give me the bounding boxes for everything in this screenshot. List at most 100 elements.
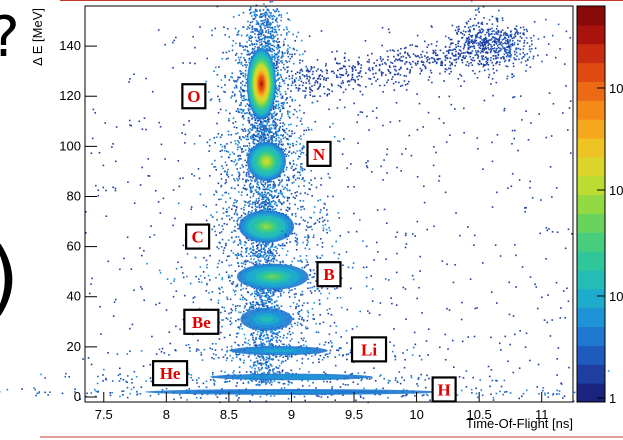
stem-point <box>258 192 261 195</box>
background-band-point <box>459 50 462 52</box>
background-blob-point <box>475 14 477 16</box>
noise-point <box>158 302 161 304</box>
stem-point <box>268 370 270 372</box>
stem-point <box>265 367 267 369</box>
cluster-halo-point <box>306 67 309 70</box>
stem-point <box>277 195 279 197</box>
stem-point <box>246 33 249 36</box>
noise-point <box>85 232 87 234</box>
background-band-point <box>423 40 426 43</box>
stem-point <box>274 208 277 210</box>
background-band-point <box>309 70 311 73</box>
background-blob-point <box>497 29 500 32</box>
noise-point <box>373 259 375 261</box>
noise-point <box>97 194 100 197</box>
background-band-point <box>435 62 438 65</box>
noise-point <box>338 140 341 143</box>
stem-point <box>276 247 279 250</box>
stem-point <box>254 210 257 213</box>
background-band-point <box>432 61 434 64</box>
background-blob-point <box>505 42 508 45</box>
background-blob-point <box>501 38 504 41</box>
noise-point <box>538 113 540 115</box>
cluster-halo-point <box>304 95 307 97</box>
stem-point <box>248 308 251 311</box>
cluster-halo-point <box>235 42 237 45</box>
cluster-halo-point <box>245 82 248 84</box>
background-blob-point <box>459 45 462 48</box>
stem-point <box>263 359 265 361</box>
noise-point <box>398 120 401 122</box>
background-band-point <box>291 82 294 84</box>
noise-point <box>389 121 392 123</box>
cluster-halo-point <box>232 40 235 42</box>
background-band-point <box>379 58 382 60</box>
noise-point <box>368 129 370 131</box>
noise-point <box>331 387 333 390</box>
stem-point <box>263 40 265 43</box>
stem-point <box>271 332 274 335</box>
background-band-point <box>308 82 311 85</box>
stem-point <box>269 181 272 183</box>
cluster-halo-point <box>262 132 265 134</box>
cluster-halo-point <box>233 80 236 83</box>
noise-point <box>557 347 560 349</box>
stem-point <box>256 14 258 16</box>
stem-point <box>271 206 274 209</box>
background-band-point <box>449 43 452 46</box>
background-blob-point <box>551 34 554 37</box>
noise-point <box>375 107 378 109</box>
background-band-point <box>424 65 426 68</box>
stem-point <box>265 302 268 304</box>
stem-point <box>248 144 251 147</box>
noise-point <box>395 102 398 104</box>
noise-point <box>509 343 512 346</box>
noise-point <box>512 371 515 374</box>
noise-point <box>403 80 406 82</box>
stem-point <box>241 343 244 346</box>
background-blob-point <box>497 56 499 59</box>
noise-point <box>560 383 563 385</box>
cluster-halo-point <box>259 38 261 41</box>
background-blob-point <box>506 42 509 45</box>
background-band-point <box>407 80 410 83</box>
stem-point <box>275 31 278 34</box>
background-band-point <box>405 61 407 64</box>
background-band-point <box>335 62 338 65</box>
noise-point <box>277 143 280 146</box>
cluster-halo-point <box>242 90 244 92</box>
stem-point <box>259 128 262 131</box>
stem-point <box>260 381 263 384</box>
noise-point <box>216 122 218 125</box>
background-blob-point <box>474 18 476 20</box>
noise-point <box>550 135 553 137</box>
stem-point <box>259 27 262 29</box>
stem-point <box>280 305 283 307</box>
cluster-halo-point <box>280 56 283 58</box>
cluster-halo-point <box>248 112 251 115</box>
stem-point <box>266 205 269 208</box>
noise-point <box>112 186 114 189</box>
noise-point <box>205 259 208 262</box>
stem-point <box>247 309 249 312</box>
noise-point <box>148 175 151 177</box>
stem-point <box>269 36 271 38</box>
stem-point <box>266 254 269 257</box>
background-band-point <box>451 49 454 51</box>
cluster-halo-point <box>273 62 275 65</box>
noise-point <box>219 150 222 153</box>
cluster-halo-point <box>240 71 242 73</box>
background-blob-point <box>502 38 505 41</box>
background-band-point <box>291 77 294 80</box>
cluster-halo-point <box>277 145 280 147</box>
noise-point <box>487 365 490 368</box>
noise-point <box>473 234 476 237</box>
cluster-halo-point <box>243 59 246 61</box>
cluster-halo-point <box>247 53 249 56</box>
noise-point <box>435 44 438 47</box>
stem-point <box>260 248 263 250</box>
background-blob-point <box>502 42 504 45</box>
background-blob-point <box>510 54 512 56</box>
noise-point <box>206 141 209 144</box>
cluster-halo-point <box>252 142 255 144</box>
